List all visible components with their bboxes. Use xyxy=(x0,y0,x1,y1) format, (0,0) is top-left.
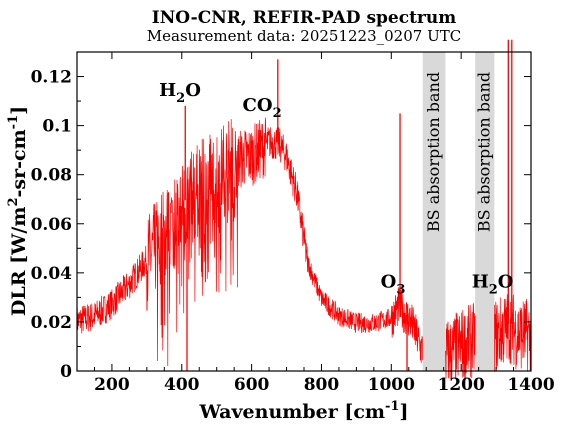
x-tick-label-6: 1400 xyxy=(507,375,554,395)
y-axis-label-main: DLR [W/m xyxy=(8,207,30,317)
chart-subtitle: Measurement data: 20251223_0207 UTC xyxy=(147,27,461,45)
y-tick-label-2: 0.04 xyxy=(31,264,73,284)
annotation-main: CO xyxy=(243,95,273,116)
y-axis-label-end: ] xyxy=(8,106,30,115)
dlr-series-line xyxy=(76,117,532,379)
absorption-band-1 xyxy=(475,52,495,371)
y-tick-label-5: 0.1 xyxy=(42,117,72,137)
y-axis-label-sup1: 2 xyxy=(6,197,21,206)
absorption-bands: BS absorption band BS absorption band xyxy=(422,52,495,371)
annotation-main: H xyxy=(159,80,176,101)
plot-area: BS absorption band BS absorption band 200… xyxy=(31,39,555,395)
annotation-tail: O xyxy=(185,80,201,101)
annotation-main: H xyxy=(472,272,489,293)
annotation-sub: 2 xyxy=(489,283,498,298)
x-tick-label-4: 1000 xyxy=(368,375,415,395)
y-tick-label-1: 0.02 xyxy=(31,313,72,333)
x-axis-label: Wavenumber [cm-1] xyxy=(199,399,409,423)
x-tick-label-1: 400 xyxy=(164,375,200,395)
absorption-band-0 xyxy=(422,52,446,371)
axis-ticks: 200 400 600 800 1000 1200 1400 0 0.02 0.04 0.06 0.0… xyxy=(31,52,555,395)
y-tick-label-3: 0.06 xyxy=(31,215,72,235)
y-tick-label-6: 0.12 xyxy=(31,68,72,88)
x-axis-label-main: Wavenumber [cm xyxy=(199,401,386,423)
annotation-sub: 3 xyxy=(396,283,405,298)
y-axis-label: DLR [W/m2-sr-cm-1] xyxy=(6,106,30,316)
annotation-3: H2O xyxy=(472,272,514,298)
y-axis-label-mid: -sr-cm xyxy=(8,129,30,197)
band-label-0: BS absorption band xyxy=(424,72,443,232)
annotation-main: O xyxy=(381,272,397,293)
x-tick-label-5: 1200 xyxy=(437,375,484,395)
y-axis-label-sup2: -1 xyxy=(6,115,21,129)
x-axis-label-sup: -1 xyxy=(385,399,399,414)
annotation-sub: 2 xyxy=(176,91,185,106)
annotation-1: CO2 xyxy=(243,95,282,121)
annotation-tail: O xyxy=(498,272,514,293)
chart-title: INO-CNR, REFIR-PAD spectrum xyxy=(152,8,456,28)
dlr-series xyxy=(76,39,532,379)
annotation-0: H2O xyxy=(159,80,201,106)
annotation-2: O3 xyxy=(381,272,406,298)
band-label-1: BS absorption band xyxy=(475,72,494,232)
y-tick-label-0: 0 xyxy=(60,362,72,382)
x-axis-label-end: ] xyxy=(399,401,408,423)
y-tick-label-4: 0.08 xyxy=(31,166,72,186)
x-tick-label-2: 600 xyxy=(234,375,270,395)
x-tick-label-3: 800 xyxy=(304,375,340,395)
x-tick-label-0: 200 xyxy=(94,375,130,395)
annotation-sub: 2 xyxy=(273,106,282,121)
